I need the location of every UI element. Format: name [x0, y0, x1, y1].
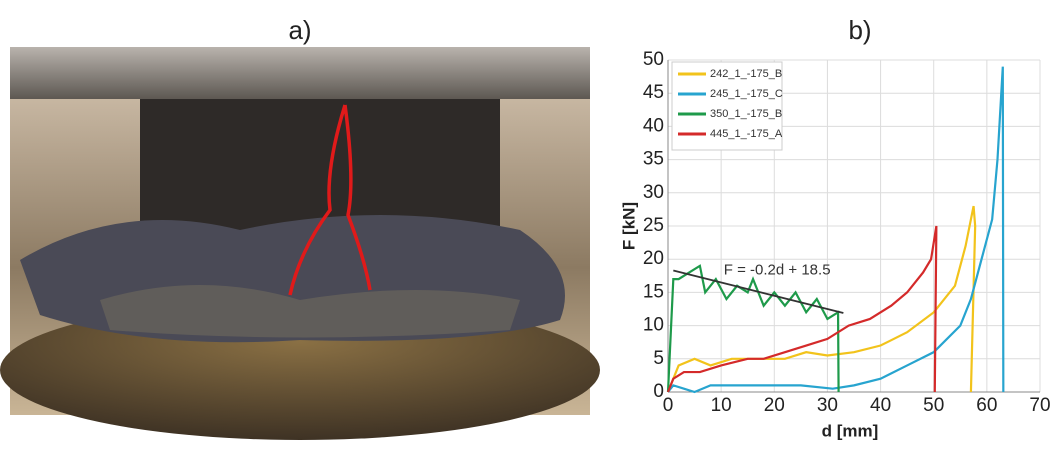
y-tick-label: 20 [643, 248, 664, 269]
photo-label: a) [288, 15, 311, 45]
x-tick-label: 40 [870, 395, 891, 416]
y-tick-label: 45 [643, 82, 664, 103]
legend-label: 245_1_-175_C [710, 88, 783, 100]
series-line [668, 206, 975, 392]
figure: a) b) d [mm] F [kN] 0 5 10 15 20 25 30 35 40 45 50… [0, 0, 1064, 445]
y-axis-label: F [kN] [619, 202, 638, 250]
y-tick-label: 50 [643, 49, 664, 70]
x-tick-label: 50 [923, 395, 944, 416]
y-tick-label: 40 [643, 115, 664, 136]
x-tick-label: 10 [711, 395, 732, 416]
x-tick-label: 0 [663, 395, 674, 416]
annotation: F = -0.2d + 18.5 [724, 261, 831, 278]
page: a) b) d [mm] F [kN] 0 5 10 15 20 25 30 35 40 45 50… [0, 0, 1064, 450]
x-tick-label: 20 [764, 395, 785, 416]
series-line [668, 226, 936, 392]
chart-title: b) [848, 15, 871, 45]
photo [0, 47, 600, 440]
legend-label: 445_1_-175_A [710, 128, 783, 140]
x-axis-label: d [mm] [822, 421, 879, 440]
y-tick-label: 10 [643, 315, 664, 336]
x-tick-label: 30 [817, 395, 838, 416]
legend-label: 242_1_-175_B [710, 68, 782, 80]
y-tick-label: 5 [653, 348, 664, 369]
y-tick-label: 15 [643, 281, 664, 302]
x-tick-label: 70 [1029, 395, 1050, 416]
y-tick-label: 30 [643, 182, 664, 203]
y-tick-label: 25 [643, 215, 664, 236]
x-tick-label: 60 [976, 395, 997, 416]
legend-label: 350_1_-175_B [710, 108, 782, 120]
y-tick-label: 35 [643, 149, 664, 170]
